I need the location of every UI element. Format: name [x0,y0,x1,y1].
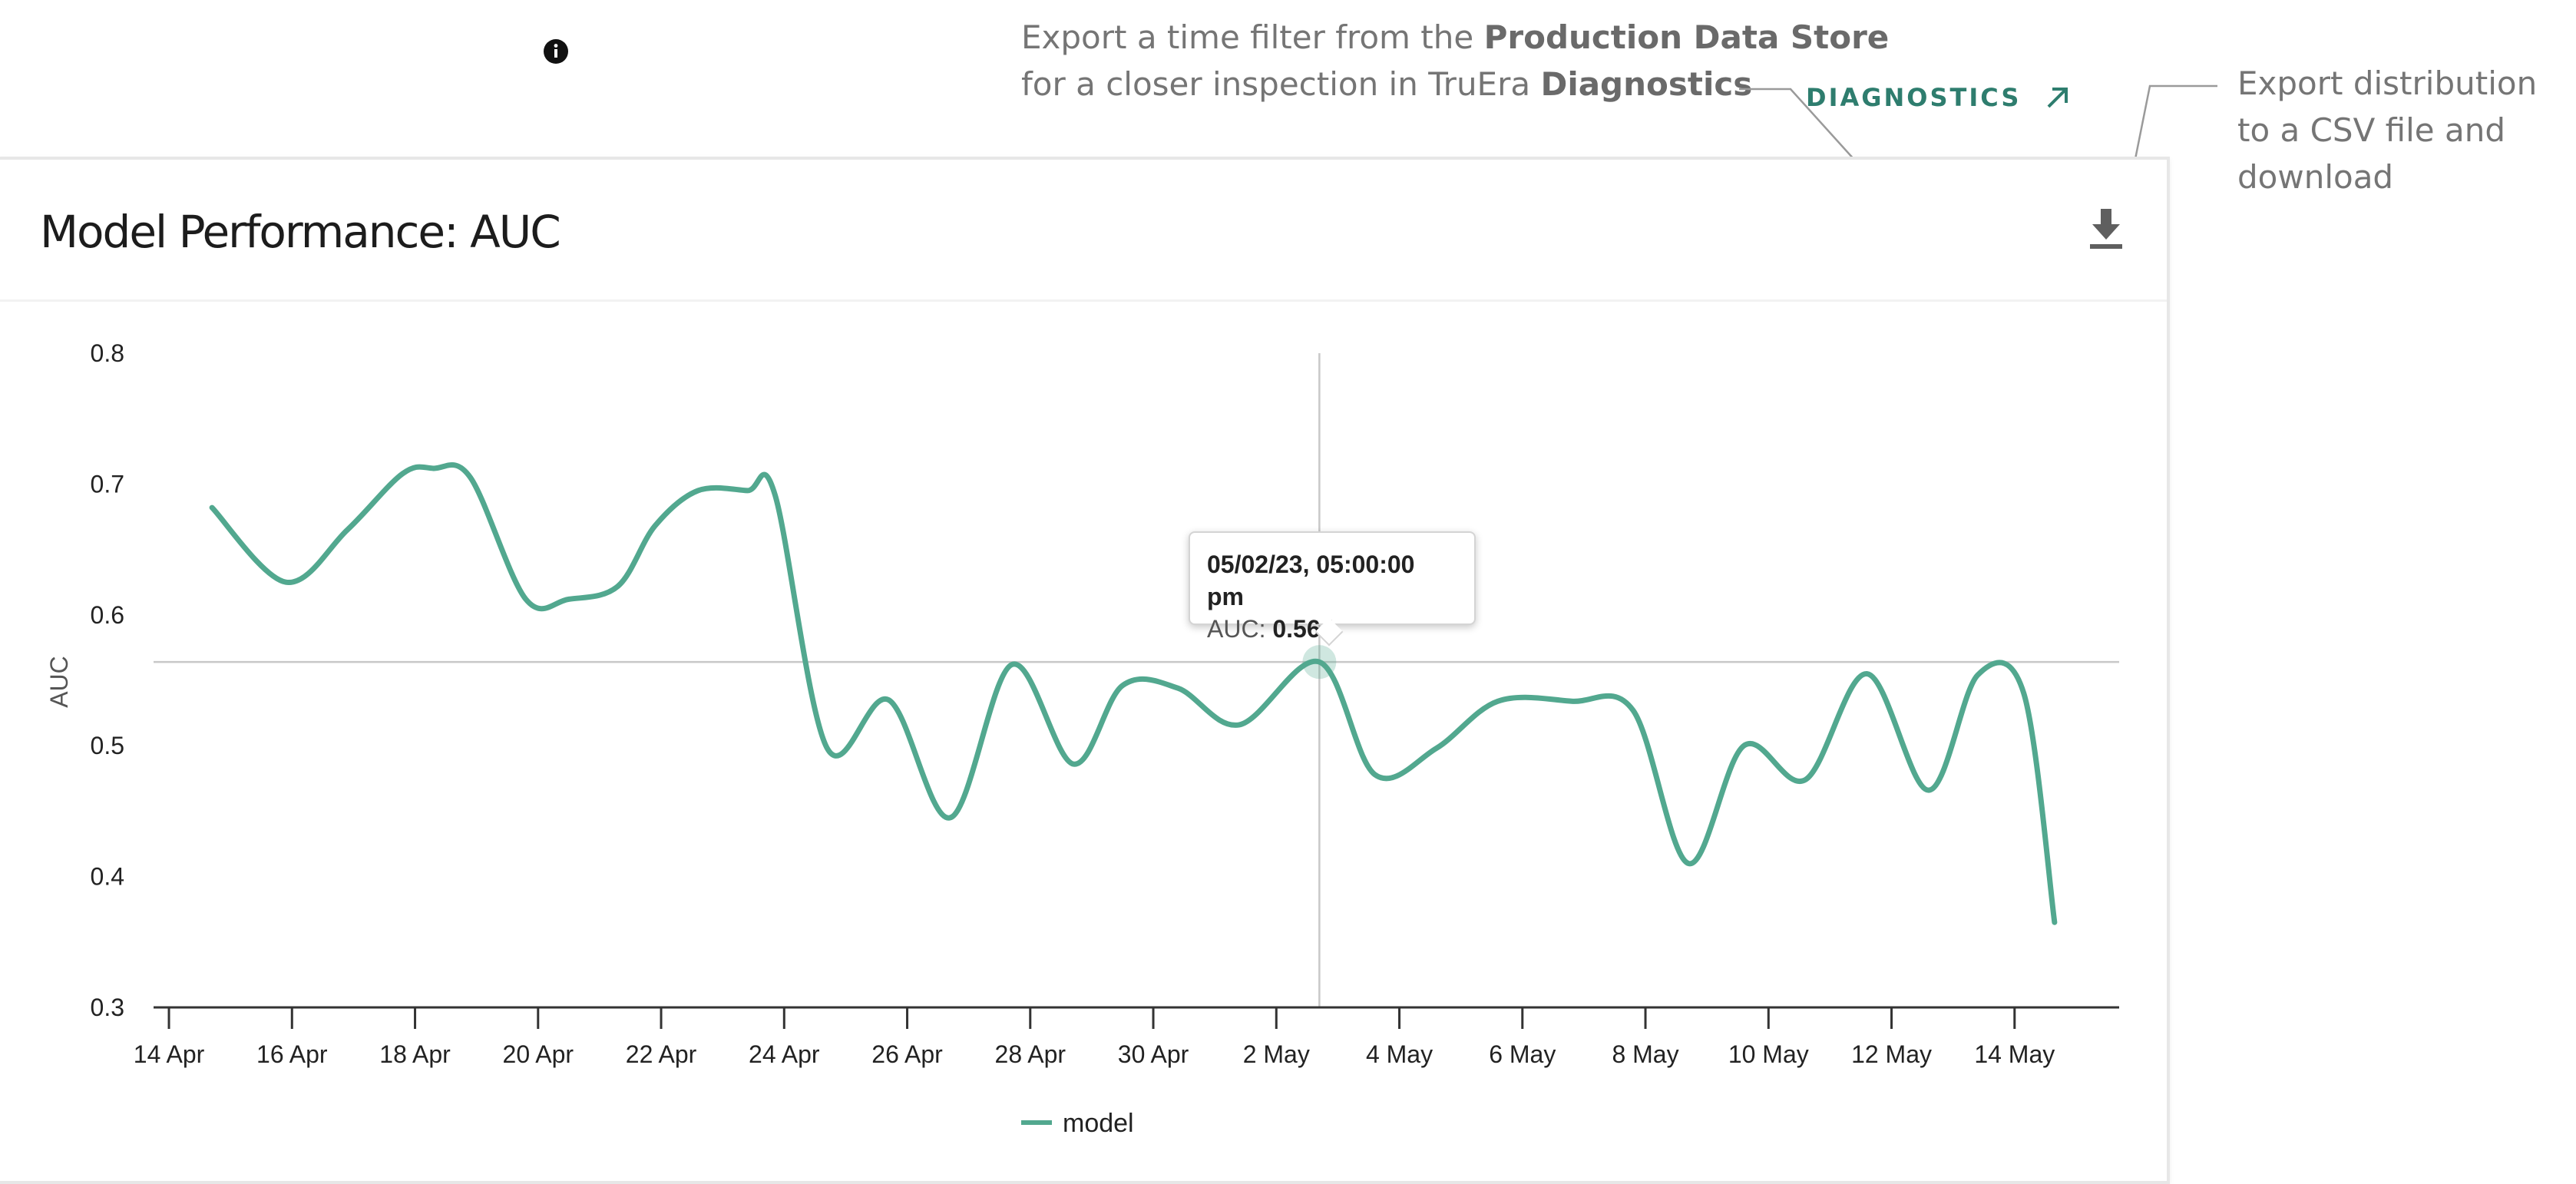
x-tick-label: 14 Apr [134,1040,205,1068]
export-annotation-line-2: to a CSV file and [2237,111,2506,149]
x-tick-label: 6 May [1489,1040,1556,1068]
x-tick-label: 12 May [1851,1040,1932,1068]
chart-axes: 0.3 0.4 0.5 0.6 0.7 0.8 AUC 14 Apr 16 Apr 18 Apr 2… [45,339,2119,1068]
chart-gridlines [154,353,2119,1007]
y-tick-label: 0.4 [91,863,124,891]
diagnostics-annotation-line-1: Export a time filter from the Production… [1021,18,1890,56]
y-tick-label: 0.3 [91,994,124,1021]
y-axis-title: AUC [45,656,73,708]
y-tick-label: 0.7 [91,470,124,498]
x-tick-label: 2 May [1243,1040,1310,1068]
x-tick-label: 14 May [1974,1040,2055,1068]
x-tick-label: 18 Apr [379,1040,451,1068]
x-tick-label: 10 May [1728,1040,1809,1068]
export-annotation-line-1: Export distribution [2237,64,2538,102]
diagnostics-label: DIAGNOSTICS [1806,83,2022,112]
y-tick-label: 0.8 [91,339,124,367]
legend-label-model: model [1063,1109,1134,1138]
x-tick-label: 20 Apr [503,1040,574,1068]
hover-marker-halo [1302,645,1337,680]
y-tick-label: 0.5 [91,732,124,759]
card-title: Model Performance: AUC [40,206,561,258]
chart-tooltip: 05/02/23, 05:00:00 pm AUC: 0.564 [1189,531,1476,643]
model-performance-card: Model Performance: AUC [0,157,2170,1184]
series-line-model [209,462,2058,925]
x-tick-label: 28 Apr [995,1040,1066,1068]
export-annotation-line-3: download [2237,158,2394,196]
download-icon[interactable] [2088,209,2124,252]
diagnostics-button[interactable]: DIAGNOSTICS [1806,78,2072,117]
arrow-up-right-icon [2047,88,2068,108]
x-tick-label: 30 Apr [1118,1040,1189,1068]
x-tick-label: 22 Apr [626,1040,697,1068]
diagnostics-annotation: Export a time filter from the Production… [1021,14,1889,107]
diagnostics-annotation-line-2: for a closer inspection in TruEra Diagno… [1021,65,1753,103]
info-icon[interactable] [543,38,569,64]
x-tick-label: 26 Apr [871,1040,943,1068]
chart-legend: model [1021,1109,1134,1138]
tooltip-date: 05/02/23, 05:00:00 pm [1207,551,1415,610]
export-annotation: Export distribution to a CSV file and do… [2237,60,2537,200]
card-header: Model Performance: AUC [0,160,2167,302]
x-tick-label: 4 May [1366,1040,1433,1068]
x-tick-label: 8 May [1612,1040,1678,1068]
tooltip-metric-label: AUC: [1207,615,1273,643]
x-tick-label: 24 Apr [749,1040,820,1068]
chart-series [209,462,2058,925]
x-tick-label: 16 Apr [256,1040,328,1068]
y-tick-label: 0.6 [91,601,124,629]
